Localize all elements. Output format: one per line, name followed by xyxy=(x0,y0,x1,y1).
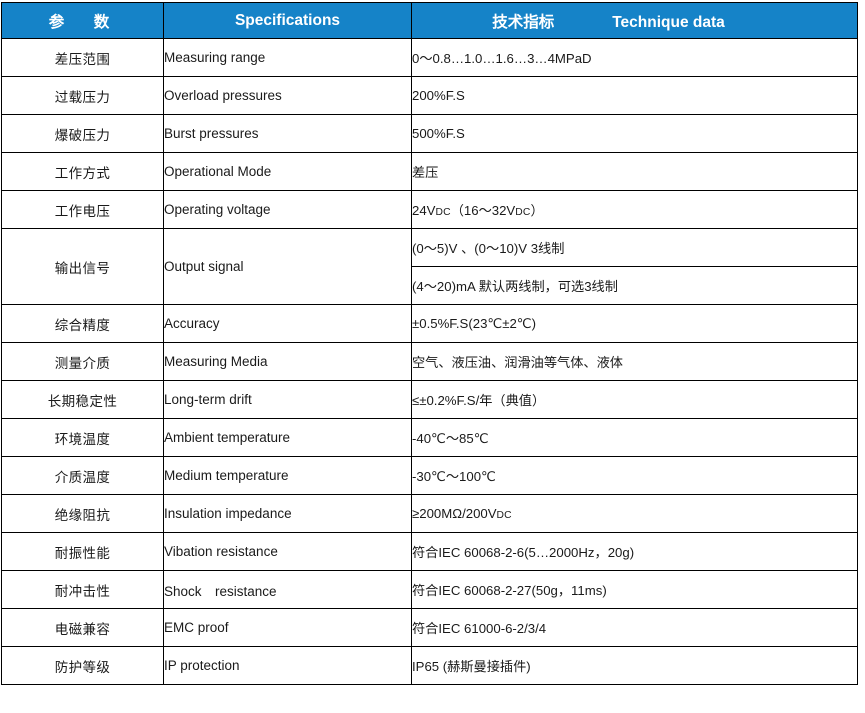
cell-value: -40℃～85℃ xyxy=(411,418,858,457)
table-row: 工作方式 Operational Mode 差压 xyxy=(1,152,858,191)
cell-value: 200%F.S xyxy=(411,76,858,115)
cell-specification: Operational Mode xyxy=(163,152,412,191)
cell-specification: Insulation impedance xyxy=(163,494,412,533)
table-row: 测量介质 Measuring Media 空气、液压油、润滑油等气体、液体 xyxy=(1,342,858,381)
header-cell-param: 参 数 xyxy=(1,2,164,39)
cell-parameter: 耐振性能 xyxy=(1,532,164,571)
table-row: (4～20)mA 默认两线制，可选3线制 xyxy=(2,266,858,305)
cell-value: 空气、液压油、润滑油等气体、液体 xyxy=(411,342,858,381)
specification-table: 参 数 Specifications 技术指标 Technique data 差… xyxy=(1,2,858,685)
cell-specification: Overload pressures xyxy=(163,76,412,115)
cell-value: IP65 (赫斯曼接插件) xyxy=(411,646,858,685)
cell-parameter: 测量介质 xyxy=(1,342,164,381)
cell-parameter: 环境温度 xyxy=(1,418,164,457)
cell-value: 符合IEC 60068-2-27(50g，11ms) xyxy=(411,570,858,609)
cell-specification: Output signal xyxy=(163,228,412,305)
cell-parameter: 过载压力 xyxy=(1,76,164,115)
table-body: 差压范围 Measuring range 0～0.8…1.0…1.6…3…4MPaD… xyxy=(1,38,858,685)
header-label-cn: 技术指标 xyxy=(492,13,555,31)
cell-specification: Medium temperature xyxy=(163,456,412,495)
cell-value: ±0.5%F.S(23℃±2℃) xyxy=(411,304,858,343)
cell-value: 0～0.8…1.0…1.6…3…4MPaD xyxy=(411,38,858,77)
cell-parameter: 长期稳定性 xyxy=(1,380,164,419)
cell-specification: Burst pressures xyxy=(163,114,412,153)
header-cell-technique-data: 技术指标 Technique data xyxy=(411,2,858,39)
cell-value: -30℃～100℃ xyxy=(411,456,858,495)
cell-parameter: 爆破压力 xyxy=(1,114,164,153)
cell-specification: IP protection xyxy=(163,646,412,685)
cell-parameter: 防护等级 xyxy=(1,646,164,685)
table-row: 过载压力 Overload pressures 200%F.S xyxy=(1,76,858,115)
table-row: 耐冲击性 Shock resistance 符合IEC 60068-2-27(50g… xyxy=(1,570,858,609)
cell-value: 24VDC（16～32VDC） xyxy=(411,190,858,229)
table-row: 爆破压力 Burst pressures 500%F.S xyxy=(1,114,858,153)
cell-specification: Shock resistance xyxy=(163,570,412,609)
cell-specification: Measuring Media xyxy=(163,342,412,381)
cell-parameter: 介质温度 xyxy=(1,456,164,495)
cell-parameter: 工作方式 xyxy=(1,152,164,191)
table-row: 环境温度 Ambient temperature -40℃～85℃ xyxy=(1,418,858,457)
table-row: 综合精度 Accuracy ±0.5%F.S(23℃±2℃) xyxy=(1,304,858,343)
cell-specification: EMC proof xyxy=(163,608,412,647)
header-label-en: Technique data xyxy=(612,13,725,31)
cell-value: 符合IEC 61000-6-2/3/4 xyxy=(411,608,858,647)
cell-parameter: 工作电压 xyxy=(1,190,164,229)
cell-value: ≤±0.2%F.S/年（典值） xyxy=(411,380,858,419)
cell-parameter: 差压范围 xyxy=(1,38,164,77)
cell-specification: Vibation resistance xyxy=(163,532,412,571)
table-row: 长期稳定性 Long-term drift ≤±0.2%F.S/年（典值） xyxy=(1,380,858,419)
cell-value: 符合IEC 60068-2-6(5…2000Hz，20g) xyxy=(411,532,858,571)
cell-parameter: 综合精度 xyxy=(1,304,164,343)
table-row: 耐振性能 Vibation resistance 符合IEC 60068-2-6(5… xyxy=(1,532,858,571)
cell-parameter: 耐冲击性 xyxy=(1,570,164,609)
cell-parameter: 绝缘阻抗 xyxy=(1,494,164,533)
table-row: 介质温度 Medium temperature -30℃～100℃ xyxy=(1,456,858,495)
header-row: 参 数 Specifications 技术指标 Technique data xyxy=(1,2,858,39)
table-row: 差压范围 Measuring range 0～0.8…1.0…1.6…3…4MPaD xyxy=(1,38,858,77)
table-row: 防护等级 IP protection IP65 (赫斯曼接插件) xyxy=(1,646,858,685)
cell-specification: Operating voltage xyxy=(163,190,412,229)
cell-parameter: 输出信号 xyxy=(1,228,164,305)
cell-specification: Accuracy xyxy=(163,304,412,343)
cell-value: (4～20)mA 默认两线制，可选3线制 xyxy=(411,266,858,305)
cell-value: ≥200MΩ/200VDC xyxy=(411,494,858,533)
cell-value: 500%F.S xyxy=(411,114,858,153)
table-row: 工作电压 Operating voltage 24VDC（16～32VDC） xyxy=(1,190,858,229)
cell-specification: Measuring range xyxy=(163,38,412,77)
table-header: 参 数 Specifications 技术指标 Technique data xyxy=(1,2,858,39)
cell-value: 差压 xyxy=(411,152,858,191)
cell-value: (0～5)V 、(0～10)V 3线制 xyxy=(411,228,858,267)
table-row: 绝缘阻抗 Insulation impedance ≥200MΩ/200VDC xyxy=(1,494,858,533)
table-row: 输出信号 Output signal (0～5)V 、(0～10)V 3线制 xyxy=(1,228,858,305)
table-row: 电磁兼容 EMC proof 符合IEC 61000-6-2/3/4 xyxy=(1,608,858,647)
header-cell-specifications: Specifications xyxy=(163,2,412,39)
cell-specification: Ambient temperature xyxy=(163,418,412,457)
cell-parameter: 电磁兼容 xyxy=(1,608,164,647)
cell-specification: Long-term drift xyxy=(163,380,412,419)
